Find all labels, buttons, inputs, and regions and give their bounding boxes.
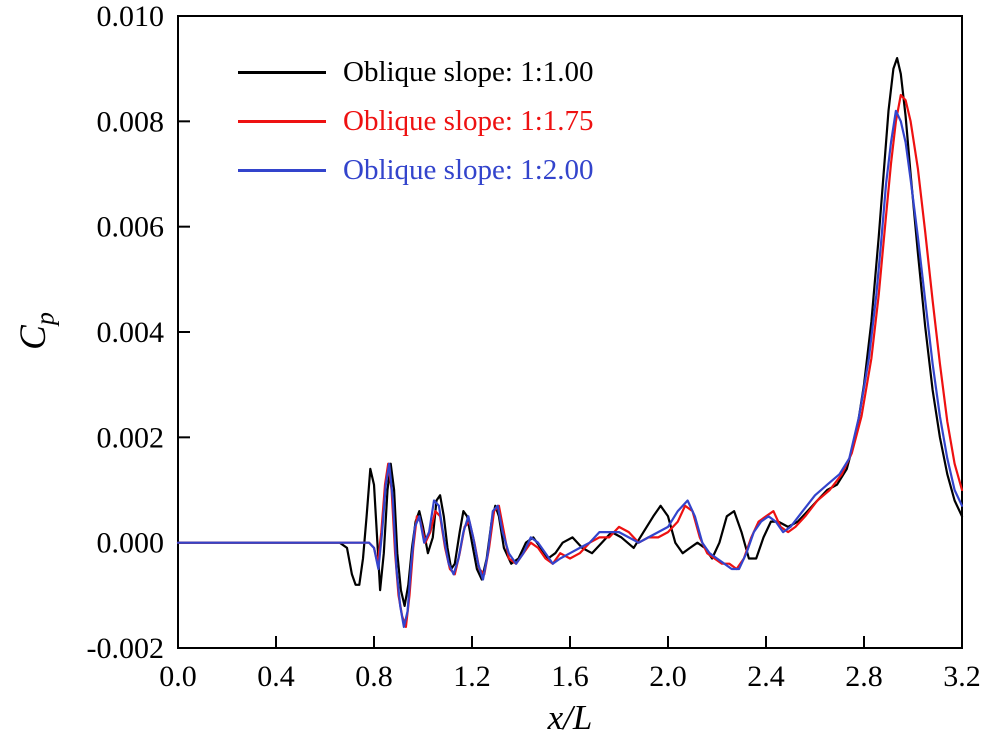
legend-line-sample <box>238 120 326 123</box>
legend-line-sample <box>238 71 326 74</box>
y-tick-label: -0.002 <box>87 632 165 665</box>
x-tick-label: 2.4 <box>747 660 785 693</box>
x-tick-label: 2.0 <box>649 660 687 693</box>
y-tick-label: 0.010 <box>97 0 165 33</box>
legend-entry-label: Oblique slope: 1:1.00 <box>343 56 594 88</box>
y-tick-label: 0.002 <box>97 421 165 454</box>
y-tick-label: 0.000 <box>97 527 165 560</box>
legend: Oblique slope: 1:1.00 Oblique slope: 1:1… <box>238 48 594 195</box>
y-tick-label: 0.008 <box>97 105 165 138</box>
x-tick-label: 0.8 <box>355 660 393 693</box>
y-axis-label-main: C <box>13 325 54 350</box>
x-tick-label: 1.2 <box>453 660 491 693</box>
legend-entry-label: Oblique slope: 1:2.00 <box>343 154 594 186</box>
x-tick-label: 2.8 <box>845 660 883 693</box>
legend-entry: Oblique slope: 1:1.00 <box>238 48 594 97</box>
x-tick-label: 3.2 <box>943 660 981 693</box>
y-axis-label: Cp <box>11 271 60 391</box>
series-line-3 <box>176 109 964 628</box>
legend-entry: Oblique slope: 1:2.00 <box>238 146 594 195</box>
legend-entry: Oblique slope: 1:1.75 <box>238 97 594 146</box>
legend-line-sample <box>238 169 326 172</box>
y-tick-label: 0.004 <box>97 316 165 349</box>
legend-entry-label: Oblique slope: 1:1.75 <box>343 105 594 137</box>
x-tick-label: 0.0 <box>159 660 197 693</box>
x-tick-label: 0.4 <box>257 660 295 693</box>
y-axis-label-sub: p <box>30 312 60 326</box>
x-tick-label: 1.6 <box>551 660 589 693</box>
y-tick-label: 0.006 <box>97 211 165 244</box>
x-axis-label: x/L <box>547 698 593 737</box>
